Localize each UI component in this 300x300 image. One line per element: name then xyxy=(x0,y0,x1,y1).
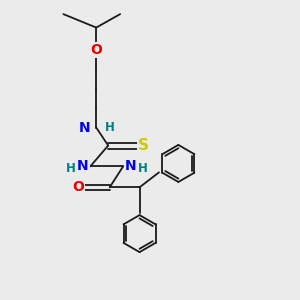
Text: O: O xyxy=(72,180,84,194)
Text: H: H xyxy=(105,121,115,134)
Text: S: S xyxy=(138,138,148,153)
Text: O: O xyxy=(90,43,102,57)
Text: H: H xyxy=(138,162,148,175)
Text: N: N xyxy=(79,121,91,135)
Text: N: N xyxy=(124,159,136,173)
Text: H: H xyxy=(66,162,76,175)
Text: N: N xyxy=(77,159,89,173)
